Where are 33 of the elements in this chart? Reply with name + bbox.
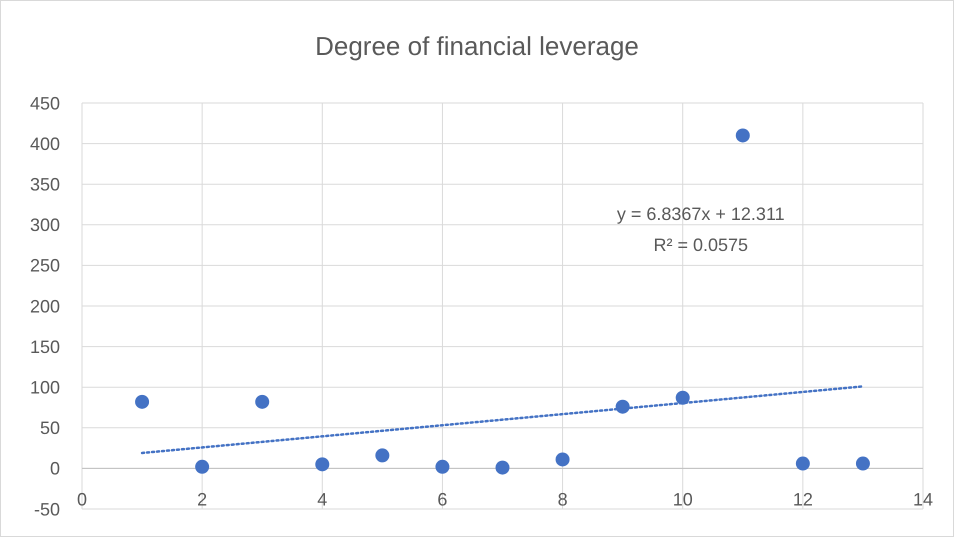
x-tick-label: 12 (792, 489, 813, 510)
point (496, 460, 510, 475)
y-tick-label: 150 (30, 336, 60, 357)
x-tick-label: 4 (317, 489, 328, 510)
point (856, 456, 870, 471)
x-tick-label: 8 (558, 489, 568, 510)
y-tick-label: 250 (30, 256, 60, 276)
x-tick-label: 10 (672, 489, 693, 510)
point (315, 457, 330, 472)
y-tick-label: 400 (30, 134, 60, 154)
y-tick-label: 100 (30, 378, 60, 398)
y-tick-label: 300 (30, 215, 60, 236)
annotation: R² = 0.0575 (653, 234, 748, 255)
point (556, 452, 570, 466)
y-tick-label: 0 (50, 458, 60, 479)
y-tick-label: 350 (30, 174, 60, 194)
point (796, 456, 810, 471)
y-tick-label: -50 (34, 499, 60, 520)
y-tick-label: 200 (30, 296, 60, 316)
point (195, 460, 210, 474)
point (736, 128, 750, 142)
y-tick-label: 50 (40, 418, 60, 438)
point (375, 448, 390, 462)
annotation: y = 6.8367x + 12.311 (616, 204, 785, 224)
point (135, 394, 150, 409)
x-tick-label: 0 (76, 489, 88, 510)
point (255, 394, 270, 409)
chart-title: Degree of financial leverage (315, 31, 639, 61)
x-tick-label: 6 (437, 489, 448, 510)
y-tick-label: 450 (30, 93, 60, 114)
point (435, 460, 450, 474)
x-tick-label: 14 (912, 489, 934, 510)
x-tick-label: 2 (197, 489, 208, 510)
